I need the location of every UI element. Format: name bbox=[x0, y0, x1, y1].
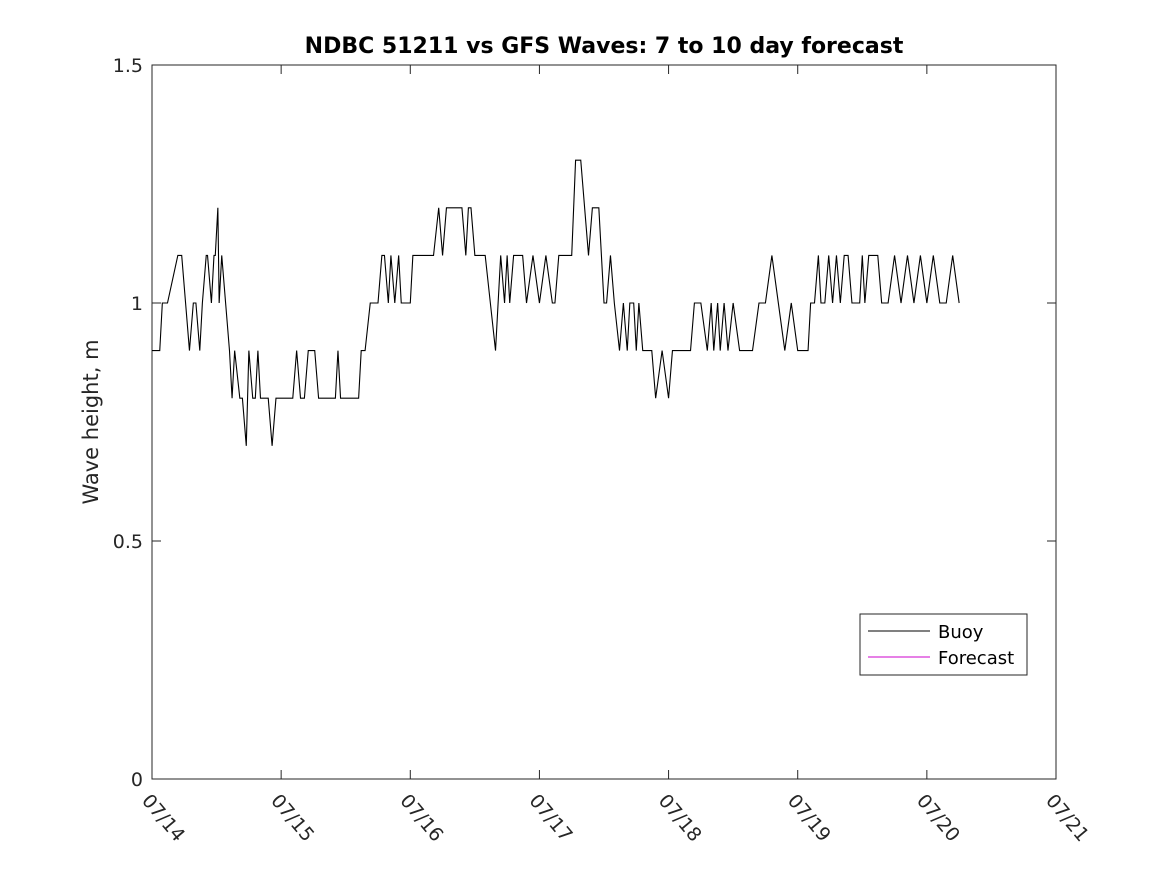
y-tick-label: 1 bbox=[131, 293, 143, 315]
x-tick-label: 07/14 bbox=[137, 790, 189, 846]
y-tick-label: 0.5 bbox=[113, 531, 143, 553]
y-tick-label: 0 bbox=[131, 769, 143, 791]
y-tick-label: 1.5 bbox=[113, 55, 143, 77]
series-layer bbox=[152, 159, 960, 446]
chart-title: NDBC 51211 vs GFS Waves: 7 to 10 day for… bbox=[305, 34, 904, 59]
legend-label-buoy: Buoy bbox=[938, 622, 984, 643]
x-tick-labels: 07/14 07/15 07/16 07/17 07/18 07/19 07/20 07/21 bbox=[137, 790, 1093, 846]
x-tick-label: 07/19 bbox=[783, 790, 835, 846]
x-tick-label: 07/21 bbox=[1041, 790, 1093, 846]
x-tick-label: 07/18 bbox=[654, 790, 706, 846]
x-tick-label: 07/17 bbox=[525, 790, 577, 846]
series-line-buoy bbox=[152, 159, 960, 446]
x-tick-label: 07/16 bbox=[395, 790, 447, 846]
x-tick-label: 07/15 bbox=[266, 790, 318, 846]
legend: Buoy Forecast bbox=[859, 613, 1028, 676]
x-tick-label: 07/20 bbox=[912, 790, 964, 846]
y-tick-labels: 0 0.5 1 1.5 bbox=[113, 55, 143, 791]
axis-ticks bbox=[151, 64, 1057, 780]
legend-box bbox=[859, 613, 1028, 676]
legend-label-forecast: Forecast bbox=[938, 648, 1014, 669]
y-axis-label: Wave height, m bbox=[79, 339, 103, 504]
